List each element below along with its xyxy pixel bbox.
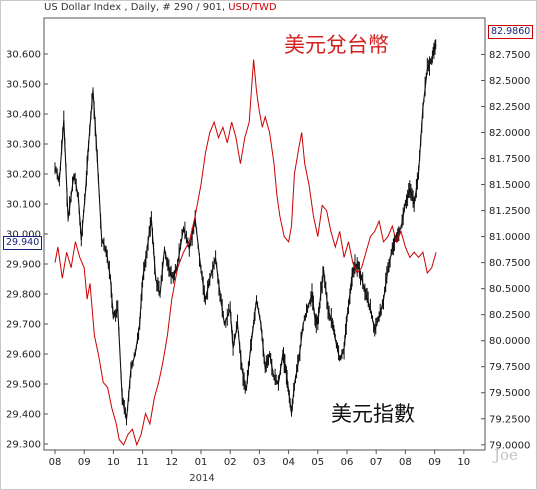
right-tick-label: 80.2500 [489,310,530,321]
right-tick-label: 82.5000 [489,76,530,87]
plot-area [43,17,486,451]
x-tick-label: 07 [370,457,383,468]
x-tick-label: 01 [195,457,208,468]
x-tick-label: 03 [253,457,266,468]
left-tick-label: 30.300 [6,140,41,151]
right-tick-label: 82.7500 [489,50,530,61]
left-tick-label: 30.200 [6,170,41,181]
right-tick-label: 80.7500 [489,258,530,269]
right-tick-label: 81.0000 [489,232,530,243]
left-tick-label: 30.100 [6,200,41,211]
left-tick-label: 29.800 [6,290,41,301]
right-tick-label: 82.2500 [489,102,530,113]
chart-header: US Dollar Index , Daily, # 290 / 901, US… [44,2,277,13]
left-tick-label: 29.700 [6,320,41,331]
header-pair: USD/TWD [228,2,277,13]
left-tick-label: 30.400 [6,110,41,121]
x-tick-label: 04 [282,457,295,468]
x-tick-label: 09 [428,457,441,468]
watermark: Joe [494,446,518,464]
x-tick-label: 09 [78,457,91,468]
x-tick-label: 10 [457,457,470,468]
x-tick-label: 12 [165,457,178,468]
right-tick-label: 79.0000 [489,440,530,451]
left-tick-label: 30.500 [6,80,41,91]
right-tick-label: 81.5000 [489,180,530,191]
x-tick-label: 08 [49,457,62,468]
right-tick-label: 81.7500 [489,154,530,165]
right-tick-label: 80.0000 [489,336,530,347]
x-tick-label: 05 [311,457,324,468]
left-tick-label: 29.900 [6,260,41,271]
right-tick-label: 80.5000 [489,284,530,295]
left-tick-label: 29.600 [6,350,41,361]
left-tick-label: 29.400 [6,410,41,421]
right-tick-label: 79.7500 [489,362,530,373]
header-title: US Dollar Index , Daily, # 290 / 901, [44,2,226,13]
last-value-right: 82.9860 [488,25,534,39]
left-tick-label: 29.500 [6,380,41,391]
right-tick-label: 79.2500 [489,414,530,425]
left-tick-label: 30.600 [6,50,41,61]
right-tick-label: 79.5000 [489,388,530,399]
x-tick-label: 11 [136,457,149,468]
last-value-left: 29.940 [3,236,43,250]
x-tick-label: 02 [224,457,237,468]
left-tick-label: 30.000 [6,230,41,241]
year-label: 2014 [189,473,214,484]
usd-index-label: 美元指數 [331,402,415,426]
x-tick-label: 08 [399,457,412,468]
right-tick-label: 82.0000 [489,128,530,139]
usd-twd-label: 美元兌台幣 [284,33,389,57]
usd-twd-line [54,59,437,447]
x-tick-label: 10 [107,457,120,468]
x-tick-label: 06 [341,457,354,468]
right-tick-label: 81.2500 [489,206,530,217]
left-tick-label: 29.300 [6,440,41,451]
